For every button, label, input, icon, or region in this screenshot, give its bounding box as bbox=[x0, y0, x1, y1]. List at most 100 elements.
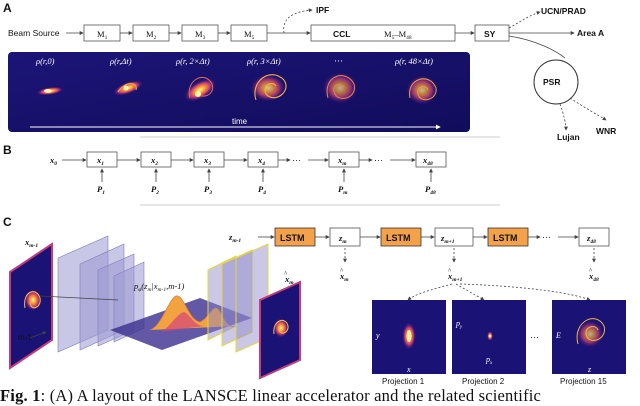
m1-label: m-1 bbox=[18, 333, 32, 342]
svg-text:x2: x2 bbox=[150, 155, 158, 167]
svg-text:SY: SY bbox=[484, 29, 496, 39]
input-image bbox=[9, 242, 53, 370]
module-m3: M3 bbox=[181, 24, 219, 42]
latent-distribution bbox=[110, 295, 252, 350]
density-strip: ρ(r,0) ρ(r,Δt) ρ(r, 2×Δt) ρ(r, 3×Δt) ···… bbox=[8, 52, 470, 132]
svg-text:P48: P48 bbox=[425, 184, 436, 196]
projection-1-label: Projection 1 bbox=[382, 377, 425, 386]
snapshot-4-image bbox=[250, 74, 287, 102]
svg-text:M1: M1 bbox=[97, 29, 108, 41]
module-m5: M5 bbox=[230, 24, 268, 42]
module-m2: M2 bbox=[132, 24, 170, 42]
snapshot-label: ρ(r, 3×Δt) bbox=[246, 56, 281, 66]
svg-text:CCL: CCL bbox=[333, 29, 350, 39]
figure-caption: Fig. 1: (A) A layout of the LANSCE linea… bbox=[0, 386, 542, 405]
lstm-cell-1: LSTM bbox=[274, 227, 316, 247]
x-input-label: xm-1 bbox=[24, 237, 38, 249]
state-node: x48 P48 bbox=[415, 151, 447, 196]
svg-text:zm+1: zm+1 bbox=[440, 233, 455, 245]
snapshot-2-image bbox=[112, 80, 144, 96]
module-m1: M1 bbox=[83, 24, 121, 42]
arrow bbox=[29, 331, 47, 339]
panel-b: B x0 x1 P1 x2 P2 x3 P3 x4 P4 bbox=[3, 143, 447, 196]
state-node: x2 P2 bbox=[140, 151, 172, 196]
svg-text:P4: P4 bbox=[258, 184, 266, 196]
svg-text:x1: x1 bbox=[96, 155, 104, 167]
ucn-label: UCN/PRAD bbox=[541, 6, 586, 16]
posterior-label: pφ(zm|xm-1,m-1) bbox=[133, 281, 184, 293]
svg-text:LSTM: LSTM bbox=[493, 233, 518, 243]
z-node: z48 bbox=[578, 227, 610, 247]
svg-text:M5–M48: M5–M48 bbox=[384, 29, 412, 41]
svg-text:xm: xm bbox=[337, 155, 347, 167]
encoder-planes bbox=[57, 235, 145, 353]
svg-text:z: z bbox=[587, 365, 592, 374]
ellipsis: ··· bbox=[530, 332, 539, 342]
ucn-arrow bbox=[508, 11, 541, 29]
ccl-box: CCL M5–M48 bbox=[310, 24, 456, 42]
wnr-label: WNR bbox=[596, 126, 616, 136]
projection-1: y x Projection 1 bbox=[372, 300, 446, 386]
svg-text:px: px bbox=[485, 355, 493, 366]
ellipsis: ··· bbox=[374, 155, 383, 165]
output-image bbox=[259, 280, 301, 380]
panel-c: C xm-1 m-1 pφ(zm|xm-1,m-1) bbox=[3, 215, 626, 386]
svg-text:x48: x48 bbox=[422, 155, 433, 167]
svg-text:Pm: Pm bbox=[338, 184, 348, 196]
snapshot-3-image bbox=[183, 77, 217, 102]
svg-text:y: y bbox=[375, 331, 380, 340]
svg-text:zm: zm bbox=[338, 233, 347, 245]
projection-arrow bbox=[407, 283, 453, 301]
state-node: x1 P1 bbox=[86, 151, 118, 196]
lujan-arrow bbox=[559, 103, 568, 131]
hat-mark: ^ bbox=[448, 267, 452, 275]
z-node: zm+1 bbox=[434, 227, 474, 247]
svg-text:x4: x4 bbox=[257, 155, 265, 167]
projection-arrow bbox=[459, 283, 591, 301]
svg-text:M2: M2 bbox=[146, 29, 157, 41]
svg-text:LSTM: LSTM bbox=[386, 233, 411, 243]
lujan-label: Lujan bbox=[557, 132, 580, 142]
beam-source-label: Beam Source bbox=[8, 28, 60, 38]
svg-text:x3: x3 bbox=[203, 155, 211, 167]
hat-mark: ^ bbox=[284, 270, 288, 278]
projection-2: py px Projection 2 bbox=[452, 300, 526, 386]
svg-text:P2: P2 bbox=[151, 184, 159, 196]
hat-mark: ^ bbox=[589, 267, 593, 275]
svg-text:M5: M5 bbox=[244, 29, 255, 41]
svg-text:P3: P3 bbox=[204, 184, 212, 196]
psr-feed-line bbox=[508, 35, 566, 59]
panel-c-label: C bbox=[3, 215, 12, 229]
snapshot-5-image bbox=[322, 72, 358, 104]
panel-a: A Beam Source M1 M2 M3 M5 IPF CCL bbox=[3, 1, 616, 142]
x0-label: x0 bbox=[49, 155, 57, 167]
ellipsis: ··· bbox=[542, 232, 551, 242]
svg-text:E: E bbox=[555, 331, 561, 340]
wnr-arrow bbox=[569, 97, 607, 121]
snapshot-label: ··· bbox=[334, 56, 343, 66]
svg-text:x: x bbox=[406, 365, 411, 374]
projection-arrow bbox=[455, 283, 485, 301]
svg-text:py: py bbox=[455, 319, 463, 330]
svg-text:M3: M3 bbox=[195, 29, 206, 41]
projection-15-label: Projection 15 bbox=[560, 377, 607, 386]
snapshot-1-image bbox=[36, 86, 64, 96]
ipf-label: IPF bbox=[316, 5, 329, 15]
psr-label: PSR bbox=[543, 77, 560, 87]
z-input-label: zm-1 bbox=[228, 232, 241, 244]
panel-a-label: A bbox=[3, 1, 12, 15]
lstm-cell-3: LSTM bbox=[487, 227, 529, 247]
svg-text:LSTM: LSTM bbox=[280, 233, 305, 243]
hat-mark: ^ bbox=[340, 267, 344, 275]
lstm-cell-2: LSTM bbox=[380, 227, 422, 247]
svg-text:P1: P1 bbox=[97, 184, 105, 196]
state-node: xm Pm bbox=[328, 151, 360, 196]
strip-background bbox=[8, 52, 470, 132]
xhat-m: xm bbox=[339, 271, 349, 283]
psr-ring bbox=[533, 59, 579, 105]
projection-15: E z Projection 15 bbox=[552, 300, 626, 386]
snapshot-label: ρ(r, 2×Δt) bbox=[175, 56, 210, 66]
xhat-output: xm bbox=[284, 274, 294, 286]
snapshot-label: ρ(r, 48×Δt) bbox=[394, 56, 433, 66]
